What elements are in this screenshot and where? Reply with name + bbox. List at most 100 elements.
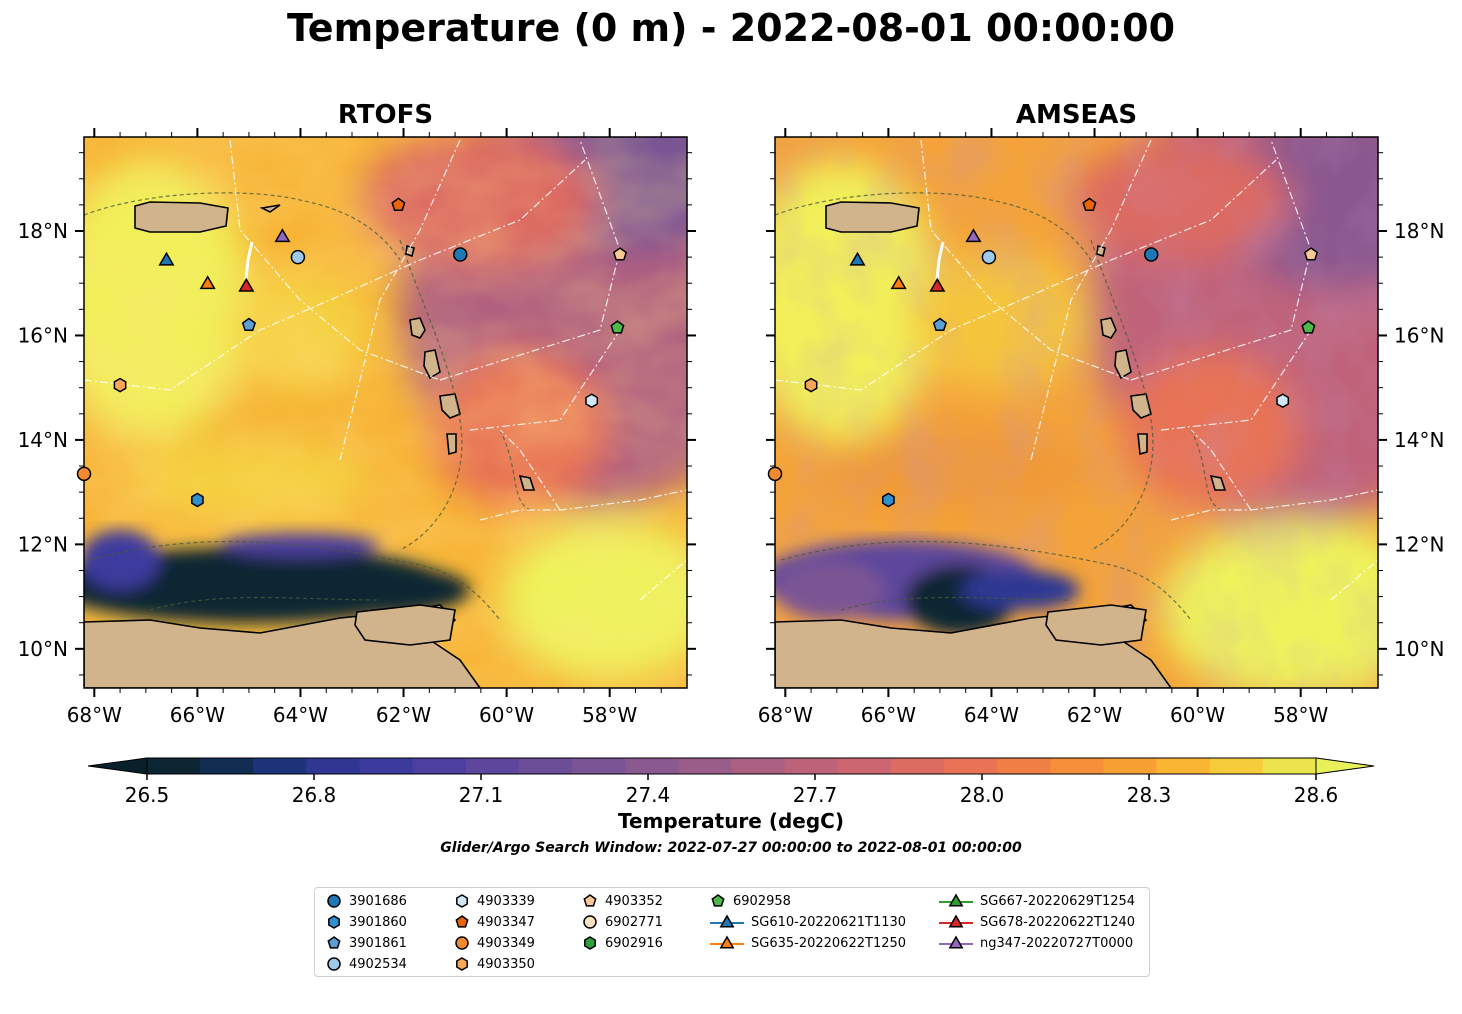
legend-item: 4903349 <box>453 933 535 953</box>
legend-item: 6902916 <box>581 933 663 953</box>
panel-title-amseas: AMSEAS <box>1015 100 1138 130</box>
platform-markers <box>76 197 1319 508</box>
legend-marker-pentagon <box>583 894 597 907</box>
colorbar-tick-label: 26.5 <box>125 783 170 807</box>
glider-track <box>935 241 945 281</box>
lon-tick-label: 66°W <box>861 703 916 727</box>
lon-tick-label: 62°W <box>1067 703 1122 727</box>
colorbar-segment <box>1209 758 1264 774</box>
legend-label: 4903352 <box>605 893 663 909</box>
platform-marker-SG635-20220622T1250 <box>890 275 907 290</box>
colorbar-segment <box>200 758 254 774</box>
legend-marker-icon <box>327 957 341 971</box>
colorbar-segment <box>1103 758 1158 774</box>
platform-marker-SG610-20220621T1130 <box>158 251 175 266</box>
legend-marker-icon <box>710 914 744 928</box>
colorbar-segment <box>518 758 573 774</box>
lon-tick-label: 62°W <box>376 703 431 727</box>
legend-item: 3901686 <box>325 891 407 911</box>
legend-item: ng347-20220727T0000 <box>938 933 1133 953</box>
platform-marker-4903350 <box>113 377 127 393</box>
legend-label: 4902534 <box>349 956 407 972</box>
colorbar-tick-label: 27.7 <box>793 783 838 807</box>
platform-marker-4903349 <box>767 466 783 482</box>
colorbar-segment <box>1262 758 1317 774</box>
colorbar-segment <box>412 758 467 774</box>
legend-item: 3901860 <box>325 912 407 932</box>
legend-label: SG635-20220622T1250 <box>751 935 907 951</box>
platform-marker-3901861 <box>932 317 947 332</box>
colorbar-segment <box>890 758 945 774</box>
platform-marker-SG610-20220621T1130 <box>849 251 866 266</box>
colorbar-segment <box>253 758 308 774</box>
legend-label: 6902916 <box>605 935 663 951</box>
colorbar-segment <box>625 758 679 774</box>
legend-marker-circle <box>327 957 341 971</box>
colorbar-segment <box>944 758 998 774</box>
legend: 3901686 3901860 3901861 4902534 4903339 49033… <box>314 887 1150 977</box>
colorbar-segment <box>1156 758 1211 774</box>
legend-marker-icon <box>939 893 973 907</box>
platform-marker-SG635-20220622T1250 <box>199 275 216 290</box>
lat-tick-label: 14°N <box>18 428 68 452</box>
platform-marker-4903347 <box>391 197 406 211</box>
platform-marker-4903339 <box>1276 393 1290 409</box>
platform-marker-4903339 <box>585 393 599 409</box>
lat-tick-label: 16°N <box>1394 323 1444 347</box>
lat-tick-label: 12°N <box>18 532 68 556</box>
colorbar-tick-label: 27.4 <box>626 783 671 807</box>
legend-marker-hexagon <box>456 957 468 971</box>
lat-tick-label: 10°N <box>18 637 68 661</box>
legend-marker-triangle <box>719 914 735 928</box>
platform-marker-SG678-20220622T1240 <box>929 277 946 292</box>
legend-marker-hexagon <box>328 915 340 929</box>
panel-frame-amseas <box>774 136 1379 689</box>
platform-marker-4902534 <box>981 249 997 265</box>
legend-label: 4903347 <box>477 914 535 930</box>
legend-marker-circle <box>327 894 341 908</box>
lon-tick-label: 64°W <box>273 703 328 727</box>
legend-marker-triangle <box>948 935 964 949</box>
land <box>84 201 536 688</box>
legend-marker-icon <box>584 936 596 950</box>
cold-upwelling <box>775 540 1080 635</box>
colorbar-label: Temperature (degC) <box>618 809 844 833</box>
legend-marker-icon <box>327 894 341 908</box>
platform-marker-3901686 <box>1143 247 1159 262</box>
legend-marker-icon <box>583 894 597 907</box>
colorbar-segment <box>572 758 626 774</box>
legend-marker-icon <box>710 935 744 949</box>
platform-marker-3901860 <box>191 492 204 508</box>
colorbar-tick-label: 27.1 <box>459 783 504 807</box>
glider-track <box>244 241 254 281</box>
platform-marker-4903349 <box>76 466 92 482</box>
legend-marker-icon <box>456 957 468 971</box>
colorbar-segment <box>147 758 201 774</box>
platform-marker-4902534 <box>290 249 306 265</box>
land <box>775 201 1227 688</box>
map-axes: 68°W 66°W 64°W 62°W 60°W 58°W 18°N 16°N 14°N 12°N… <box>18 128 1444 727</box>
legend-item: 6902958 <box>709 891 791 911</box>
legend-marker-icon <box>939 935 973 949</box>
colorbar-segment <box>678 758 733 774</box>
legend-marker-icon <box>711 894 725 907</box>
lon-tick-label: 68°W <box>67 703 122 727</box>
legend-item: 4903347 <box>453 912 535 932</box>
legend-marker-icon <box>328 915 340 929</box>
legend-marker-pentagon <box>327 936 341 949</box>
lon-tick-label: 58°W <box>582 703 637 727</box>
colorbar-segment <box>837 758 892 774</box>
platform-marker-6902958 <box>1301 320 1316 334</box>
legend-marker-pentagon <box>711 894 725 907</box>
platform-marker-4903350 <box>804 377 818 393</box>
legend-marker-circle <box>583 915 597 929</box>
legend-item: SG667-20220629T1254 <box>938 891 1135 911</box>
colorbar-extend-low <box>87 757 148 775</box>
legend-marker-icon <box>939 914 973 928</box>
panel-title-rtofs: RTOFS <box>337 100 434 130</box>
legend-item: SG635-20220622T1250 <box>709 933 906 953</box>
legend-item: 6902771 <box>581 912 663 932</box>
lon-tick-label: 66°W <box>170 703 225 727</box>
legend-item: SG610-20220621T1130 <box>709 912 906 932</box>
lon-tick-label: 60°W <box>1170 703 1225 727</box>
